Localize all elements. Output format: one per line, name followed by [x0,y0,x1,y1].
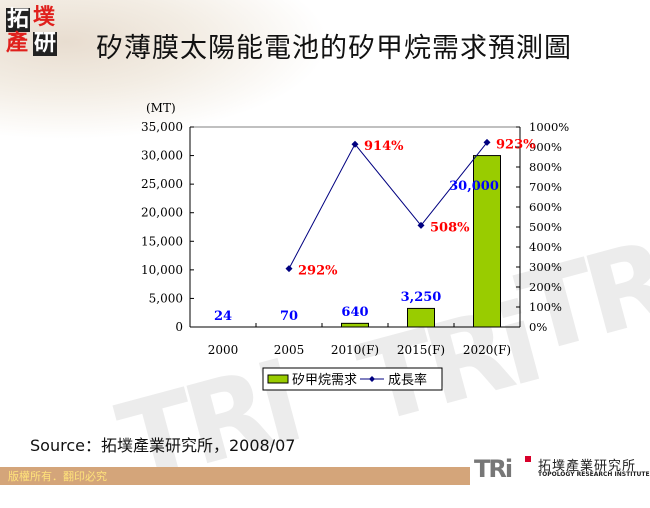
y2-tick-label: 600% [529,200,562,214]
x-tick-label: 2020(F) [463,343,511,357]
bar-value-label: 30,000 [449,179,499,194]
x-tick-label: 2005 [274,343,305,357]
legend [262,367,443,391]
y2-tick-label: 700% [529,180,562,194]
bar [473,155,501,328]
y2-tick-label: 300% [529,260,562,274]
y-tick-label: 30,000 [141,149,183,163]
y2-tick-label: 800% [529,160,562,174]
legend-line-marker [369,376,375,382]
legend-line-label: 成長率 [388,372,427,388]
y2-tick-label: 100% [529,300,562,314]
bar [407,307,435,328]
x-tick-label: 2010(F) [331,343,379,357]
y-tick-label: 5,000 [149,291,183,305]
y-tick-label: 15,000 [141,234,183,248]
y-tick-label: 35,000 [141,120,183,134]
growth-marker [351,140,359,148]
y2-tick-label: 1000% [529,120,569,134]
y2-tick-label: 900% [529,140,562,154]
growth-value-label: 508% [430,220,470,235]
growth-value-label: 923% [496,137,536,152]
y-tick-label: 10,000 [141,263,183,277]
growth-marker [483,138,491,146]
logo-char-2: 墣 [33,5,56,30]
growth-marker [285,265,293,273]
legend-bar-label: 矽甲烷需求 [292,373,357,388]
chart: (MT) 0 5,000 10,000 15,000 20,000 25,000 30,000… [141,101,569,391]
copyright-text: 版權所有．翻印必究 [8,470,107,483]
y2-tick-label: 200% [529,280,562,294]
background-map [0,0,330,140]
logo-char-1: 拓 [6,7,31,32]
tri-mark: TRi [474,455,513,483]
bar-value-label: 70 [280,309,298,324]
page-title: 矽薄膜太陽能電池的矽甲烷需求預測圖 [96,33,572,64]
x-tick-label: 2000 [208,343,239,357]
y-tick-label: 20,000 [141,206,183,220]
source-note: Source：拓墣產業研究所，2008/07 [30,436,296,455]
x-tick-label: 2015(F) [397,343,445,357]
logo-char-4: 研 [33,31,58,56]
bar-value-label: 3,250 [401,290,442,305]
brand-logo: TRi 拓墣產業研究所 TOPOLOGY RESEARCH INSTITUTE [470,452,650,485]
growth-value-label: 914% [364,139,404,154]
brand-name-cn: 拓墣產業研究所 [538,459,637,474]
bar-value-label: 640 [341,305,368,320]
y-tick-label: 25,000 [141,177,183,191]
y2-tick-label: 400% [529,240,562,254]
logo: 拓 墣 產 研 [6,6,62,58]
y2-tick-label: 500% [529,220,562,234]
y-axis-label: (MT) [146,101,176,115]
growth-value-label: 292% [298,264,338,279]
legend-bar-swatch [267,374,289,384]
brand-name-en: TOPOLOGY RESEARCH INSTITUTE [538,471,650,478]
bar-value-label: 24 [214,309,232,324]
growth-marker [417,221,425,229]
tri-dot-icon [525,456,531,462]
y2-tick-label: 0% [529,320,547,334]
growth-line [288,142,488,269]
logo-char-3: 產 [6,31,29,56]
bar [341,322,369,328]
y-tick-label: 0 [175,320,183,334]
